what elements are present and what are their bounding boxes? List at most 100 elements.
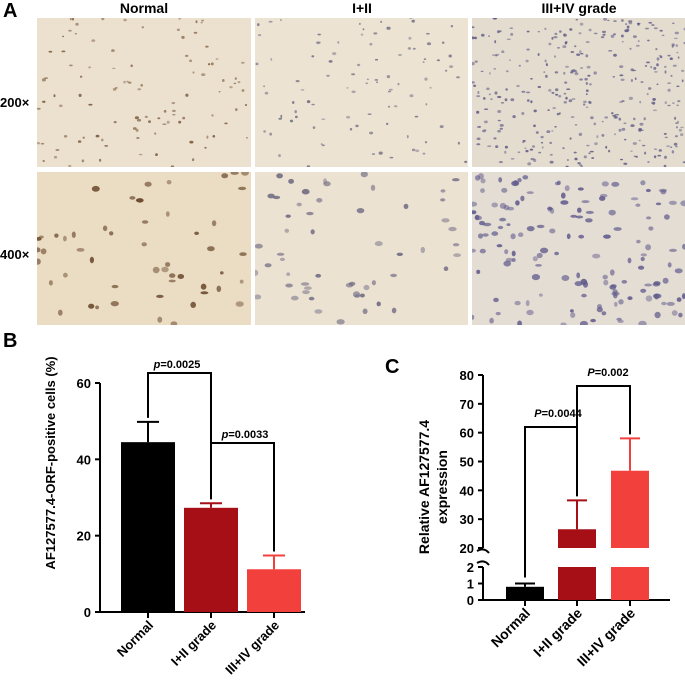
cell-nucleus <box>294 110 297 114</box>
cell-nucleus <box>367 113 372 115</box>
cell-nucleus <box>237 81 241 84</box>
cell-nucleus <box>409 18 413 19</box>
cell-nucleus <box>476 95 481 98</box>
cell-nucleus <box>544 59 547 63</box>
cell-nucleus <box>185 93 189 97</box>
cell-nucleus <box>88 303 95 309</box>
cell-nucleus <box>445 69 448 72</box>
cell-nucleus <box>525 300 530 307</box>
cell-nucleus <box>246 137 248 139</box>
cell-nucleus <box>221 173 229 179</box>
cell-nucleus <box>425 103 428 106</box>
cell-nucleus <box>596 306 603 313</box>
cell-nucleus <box>511 258 516 262</box>
cell-nucleus <box>316 41 321 44</box>
cell-nucleus <box>374 241 383 247</box>
bar-i-ii-grade-upper <box>558 529 596 548</box>
cell-nucleus <box>646 92 649 96</box>
cell-nucleus <box>58 104 63 108</box>
cell-nucleus <box>575 18 579 21</box>
cell-nucleus <box>235 301 244 307</box>
cell-nucleus <box>332 52 337 56</box>
cell-nucleus <box>499 30 502 33</box>
cell-nucleus <box>166 180 172 185</box>
cell-nucleus <box>585 82 588 85</box>
bar-iii-iv-grade-upper <box>611 470 649 548</box>
cell-nucleus <box>651 24 655 26</box>
cell-nucleus <box>162 123 167 125</box>
cell-nucleus <box>218 90 221 93</box>
cell-nucleus <box>500 102 505 104</box>
cell-nucleus <box>627 257 632 264</box>
tissue-background <box>472 18 685 167</box>
micrograph-grade-3-4-400x <box>472 172 685 325</box>
x-tick-label-i-ii-grade: I+II grade <box>168 618 219 669</box>
cell-nucleus <box>585 54 589 58</box>
cell-nucleus <box>449 65 454 68</box>
cell-nucleus <box>354 294 361 298</box>
cell-nucleus <box>77 140 82 143</box>
cell-nucleus <box>551 91 555 94</box>
cell-nucleus <box>268 20 273 23</box>
cell-nucleus <box>656 57 660 61</box>
cell-nucleus <box>585 218 593 223</box>
cell-nucleus <box>426 32 430 35</box>
cell-nucleus <box>559 30 562 33</box>
cell-nucleus <box>621 127 626 131</box>
cell-nucleus <box>156 294 164 298</box>
cell-nucleus <box>71 231 76 238</box>
cell-nucleus <box>653 155 657 159</box>
cell-nucleus <box>511 250 516 257</box>
cell-nucleus <box>134 116 139 120</box>
cell-nucleus <box>644 151 647 155</box>
cell-nucleus <box>311 55 315 58</box>
cell-nucleus <box>671 310 678 316</box>
cell-nucleus <box>345 282 354 288</box>
cell-nucleus <box>317 33 321 36</box>
cell-nucleus <box>101 138 104 142</box>
cell-nucleus <box>472 210 477 215</box>
cell-nucleus <box>501 50 505 53</box>
cell-nucleus <box>537 31 540 33</box>
cell-nucleus <box>613 33 616 36</box>
cell-nucleus <box>588 28 592 32</box>
cell-nucleus <box>499 217 507 222</box>
micrograph-normal-400x <box>37 172 251 325</box>
cell-nucleus <box>570 214 578 218</box>
cell-nucleus <box>667 88 671 92</box>
cell-nucleus <box>638 139 641 142</box>
cell-nucleus <box>642 144 646 147</box>
chart-c-p-label-2: P=0.002 <box>587 367 628 379</box>
cell-nucleus <box>613 227 622 231</box>
cell-nucleus <box>48 50 53 53</box>
cell-nucleus <box>79 75 83 78</box>
cell-nucleus <box>613 53 617 57</box>
tissue-background <box>255 18 468 167</box>
cell-nucleus <box>563 71 566 75</box>
cell-nucleus <box>676 85 680 88</box>
cell-nucleus <box>673 142 678 146</box>
cell-nucleus <box>144 181 152 187</box>
axis-break-mark-upper <box>476 548 490 554</box>
cell-nucleus <box>574 45 577 48</box>
cell-nucleus <box>535 264 542 267</box>
cell-nucleus <box>296 202 302 207</box>
cell-nucleus <box>136 137 140 139</box>
cell-nucleus <box>132 127 137 130</box>
cell-nucleus <box>680 126 684 129</box>
cell-nucleus <box>579 50 582 54</box>
cell-nucleus <box>112 67 116 70</box>
cell-nucleus <box>165 262 171 267</box>
cell-nucleus <box>602 30 606 34</box>
cell-nucleus <box>667 262 672 268</box>
cell-nucleus <box>582 281 589 288</box>
bar-normal <box>506 586 544 600</box>
cell-nucleus <box>541 146 544 149</box>
cell-nucleus <box>357 63 361 67</box>
cell-nucleus <box>279 257 285 261</box>
cell-nucleus <box>628 20 633 23</box>
cell-nucleus <box>669 248 677 252</box>
cell-nucleus <box>189 140 194 144</box>
cell-nucleus <box>630 150 633 152</box>
cell-nucleus <box>489 72 491 75</box>
